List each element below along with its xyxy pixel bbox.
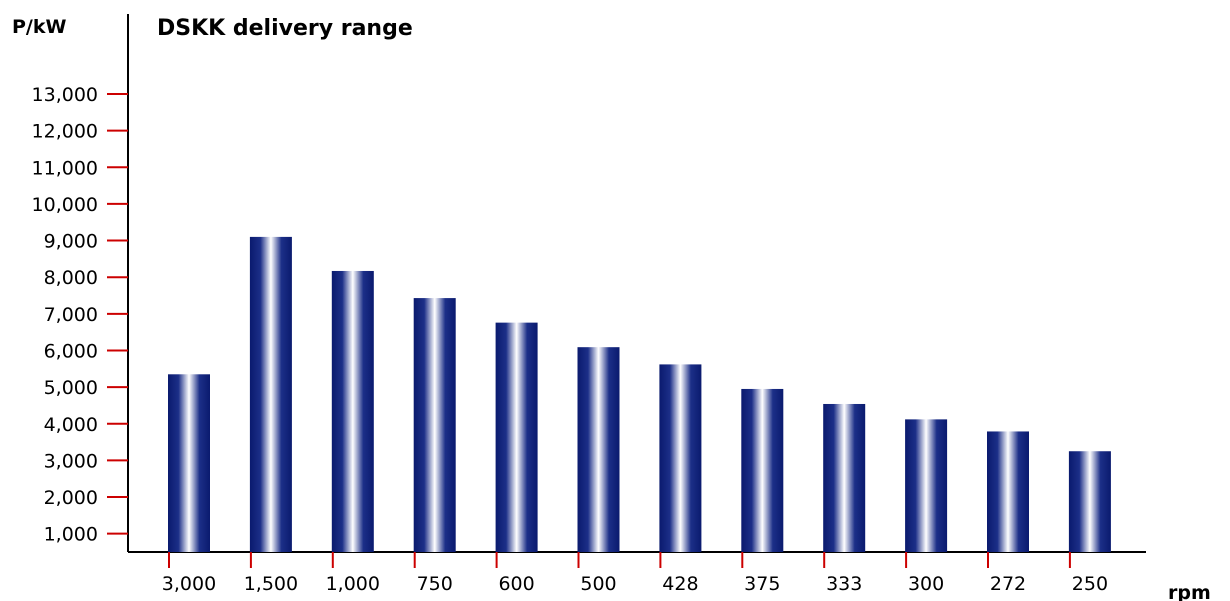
bars-group [168,236,1111,552]
x-tick-label: 250 [1072,573,1108,595]
bar [577,347,620,552]
bar [905,419,948,552]
bar [168,374,210,552]
x-tick-label: 333 [826,573,862,595]
x-tick-label: 600 [498,573,534,595]
y-axis-label: P/kW [12,16,67,38]
bar [987,431,1029,552]
bar [331,270,374,552]
x-tick-label: 300 [908,573,944,595]
x-tick-label: 3,000 [162,573,216,595]
y-tick-label: 4,000 [44,414,98,436]
bar [823,403,866,552]
y-tick-label: 3,000 [44,450,98,472]
y-tick-label: 6,000 [44,340,98,362]
x-tick-label: 428 [662,573,698,595]
y-tick-label: 8,000 [44,267,98,289]
y-tick-label: 5,000 [44,377,98,399]
bar [741,388,784,552]
y-tick-label: 10,000 [32,194,98,216]
y-tick-label: 13,000 [32,84,98,106]
x-tick-label: 375 [744,573,780,595]
bar [413,298,456,552]
bar [495,322,538,552]
x-tick-label: 500 [580,573,616,595]
x-ticks-group: 3,000 1,500 1,000 750 600 500 428 375 333 300 272 2… [162,552,1108,595]
bar [659,364,702,552]
y-tick-label: 11,000 [32,157,98,179]
x-tick-label: 1,500 [244,573,298,595]
y-tick-label: 7,000 [44,304,98,326]
y-ticks-group: 1,000 2,000 3,000 4,000 5,000 6,000 7,000 8,000… [32,84,128,546]
x-tick-label: 272 [990,573,1026,595]
x-axis-label: rpm [1168,582,1211,601]
y-tick-label: 2,000 [44,487,98,509]
x-tick-label: 750 [417,573,453,595]
chart-title: DSKK delivery range [157,16,413,41]
y-tick-label: 12,000 [32,121,98,143]
bar [1068,451,1111,552]
x-tick-label: 1,000 [326,573,380,595]
bar [249,236,292,552]
y-tick-label: 1,000 [44,524,98,546]
y-tick-label: 9,000 [44,231,98,253]
